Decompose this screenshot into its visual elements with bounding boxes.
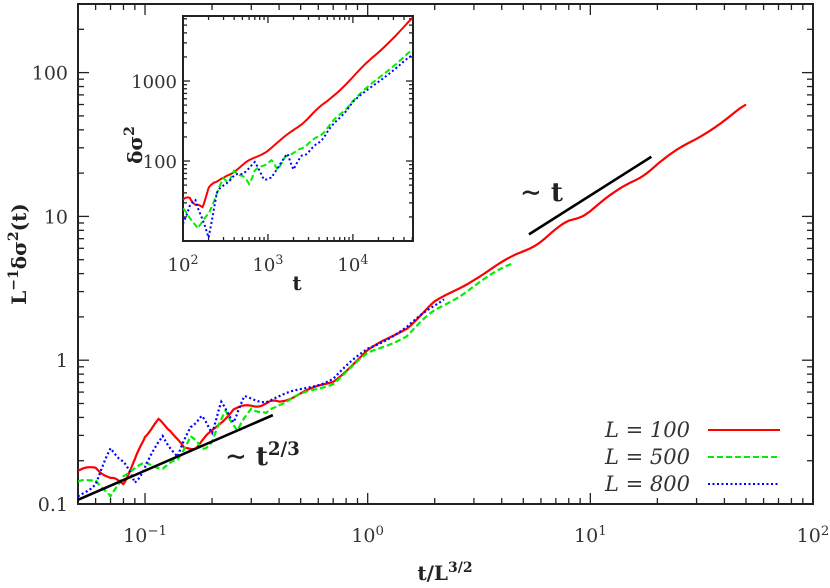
- text-part: t/L: [417, 561, 448, 585]
- text-part: ∼ t: [225, 442, 268, 472]
- x-tick-label: 102: [168, 252, 199, 277]
- tick-exponent: 2: [190, 252, 198, 267]
- tick-exponent: 0: [376, 524, 384, 539]
- text-part: ∼ t: [520, 178, 563, 208]
- superscript: 2: [6, 231, 22, 241]
- text-part: t: [292, 271, 302, 295]
- series-line-1: [183, 17, 413, 209]
- tick-base: 10: [123, 525, 147, 547]
- y-tick-label: 10: [44, 206, 68, 228]
- superscript: 3/2: [448, 560, 473, 576]
- tick-exponent: 4: [360, 252, 368, 267]
- series-line-3: [78, 298, 445, 498]
- tick-base: 10: [797, 525, 821, 547]
- legend-label: L = 800: [604, 472, 690, 496]
- series-line-2: [183, 49, 413, 231]
- legend: L = 100 L = 500 L = 800: [604, 418, 780, 496]
- superscript: 2: [122, 126, 138, 136]
- legend-label: L = 100: [604, 418, 690, 442]
- text-part: δσ: [7, 241, 31, 269]
- x-tick-label: 100: [351, 524, 384, 548]
- legend-label: L = 500: [604, 445, 690, 469]
- annotation-t-two-thirds: ∼ t2/3: [225, 439, 300, 473]
- x-tick-label: 102: [797, 524, 830, 548]
- y-axis-label: L−1δσ2(t): [6, 203, 31, 305]
- x-tick-label: 101: [574, 524, 607, 548]
- x-axis-label: t/L3/2: [417, 560, 472, 585]
- tick-base: 10: [351, 525, 375, 547]
- superscript: −1: [6, 269, 22, 290]
- tick-base: 10: [252, 255, 275, 276]
- tick-exponent: 3: [275, 252, 283, 267]
- x-tick-label: 10−1: [123, 524, 167, 548]
- text-part: L: [7, 291, 31, 305]
- plot-frame: [182, 15, 414, 242]
- tick-marks: [182, 16, 413, 242]
- y-tick-label: 1000: [131, 72, 177, 93]
- superscript: 2/3: [268, 439, 300, 460]
- inset-y-axis-label: δσ2: [122, 126, 147, 164]
- tick-marks: [77, 3, 814, 505]
- power-law-guide: [528, 155, 653, 236]
- y-tick-label: 100: [32, 63, 68, 85]
- tick-exponent: 1: [598, 524, 606, 539]
- text-part: (t): [7, 203, 31, 231]
- x-tick-label: 103: [252, 252, 283, 277]
- tick-exponent: 2: [821, 524, 829, 539]
- y-tick-label: 100: [143, 152, 177, 173]
- y-tick-label: 0.1: [38, 494, 68, 516]
- x-tick-label: 104: [337, 252, 368, 277]
- series-line-2: [78, 262, 513, 499]
- annotation-t-linear: ∼ t: [520, 178, 563, 208]
- y-tick-label: 1: [56, 350, 68, 372]
- power-law-guide: [77, 413, 274, 501]
- text-part: δσ: [123, 136, 147, 164]
- tick-base: 10: [168, 255, 191, 276]
- tick-base: 10: [337, 255, 360, 276]
- tick-exponent: −1: [147, 524, 167, 539]
- tick-base: 10: [574, 525, 598, 547]
- inset-x-axis-label: t: [292, 271, 302, 295]
- series-line-1: [78, 103, 747, 486]
